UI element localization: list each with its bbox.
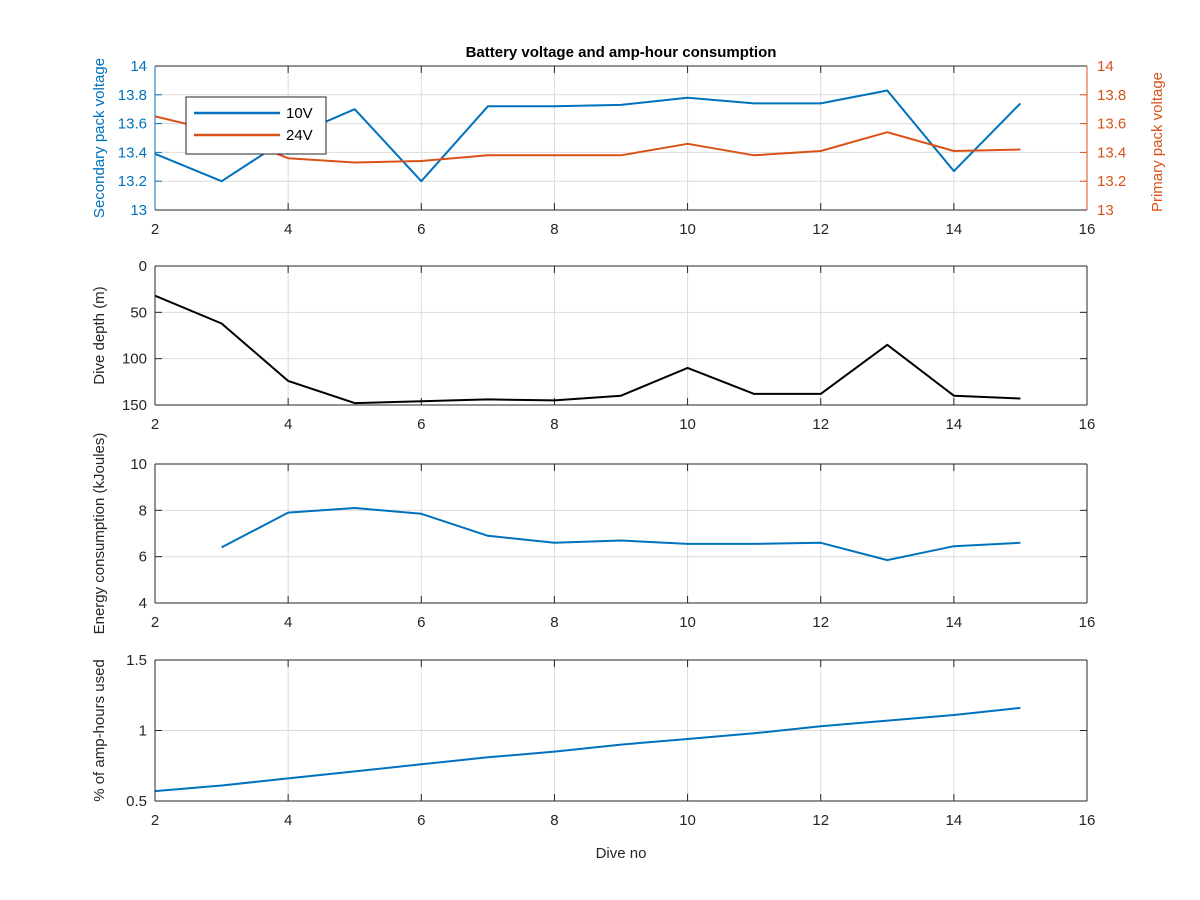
x-tick-label: 2 — [151, 221, 159, 238]
y-tick-label: 6 — [139, 549, 147, 566]
y-tick-label: 100 — [122, 351, 147, 368]
x-tick-label: 2 — [151, 416, 159, 433]
y-tick-label: 0.5 — [126, 793, 147, 810]
y-axis-label: % of amp-hours used — [91, 659, 108, 802]
y-tick-label: 13.2 — [118, 173, 147, 190]
x-tick-label: 16 — [1079, 221, 1096, 238]
x-tick-label: 10 — [679, 812, 696, 829]
x-tick-label: 6 — [417, 416, 425, 433]
y-right-tick-label: 13.4 — [1097, 144, 1126, 161]
x-tick-label: 6 — [417, 614, 425, 631]
x-tick-label: 6 — [417, 221, 425, 238]
x-tick-label: 12 — [812, 614, 829, 631]
y-tick-label: 1 — [139, 723, 147, 740]
y-tick-label: 1.5 — [126, 652, 147, 669]
x-tick-label: 16 — [1079, 812, 1096, 829]
x-tick-label: 12 — [812, 221, 829, 238]
figure-title: Battery voltage and amp-hour consumption — [466, 44, 777, 61]
y-right-axis-label: Primary pack voltage — [1149, 72, 1166, 212]
y-right-tick-label: 13.8 — [1097, 87, 1126, 104]
y-axis-label: Energy consumption (kJoules) — [91, 433, 108, 635]
y-axis-label: Dive depth (m) — [91, 286, 108, 384]
x-tick-label: 4 — [284, 812, 292, 829]
y-tick-label: 8 — [139, 502, 147, 519]
series-line-1 — [154, 706, 1021, 793]
y-tick-label: 13.4 — [118, 144, 147, 161]
y-tick-label: 13.6 — [118, 116, 147, 133]
y-tick-label: 13.8 — [118, 87, 147, 104]
x-tick-label: 16 — [1079, 614, 1096, 631]
x-tick-label: 2 — [151, 812, 159, 829]
series-line-1 — [154, 294, 1021, 405]
series-line-1 — [221, 507, 1021, 562]
x-tick-label: 8 — [550, 416, 558, 433]
y-axis-label: Secondary pack voltage — [91, 58, 108, 218]
x-tick-label: 8 — [550, 614, 558, 631]
x-tick-label: 14 — [946, 812, 963, 829]
x-tick-label: 6 — [417, 812, 425, 829]
y-tick-label: 13 — [130, 202, 147, 219]
x-tick-label: 14 — [946, 614, 963, 631]
y-right-tick-label: 14 — [1097, 58, 1114, 75]
x-tick-label: 2 — [151, 614, 159, 631]
subplot-4: 2 4 6 8 10 12 14 16 0.5 1 1.5 % of amp-hours used — [91, 652, 1095, 829]
x-axis-label: Dive no — [596, 845, 647, 862]
series-line-24v — [154, 115, 1021, 164]
subplots: 2 4 6 8 10 12 14 161313.213.413.613.814Secondar… — [91, 58, 1166, 829]
y-tick-label: 0 — [139, 258, 147, 275]
x-tick-label: 10 — [679, 221, 696, 238]
y-tick-label: 4 — [139, 595, 147, 612]
x-tick-label: 4 — [284, 614, 292, 631]
y-right-tick-label: 13 — [1097, 202, 1114, 219]
y-tick-label: 150 — [122, 397, 147, 414]
x-tick-label: 10 — [679, 614, 696, 631]
x-tick-label: 10 — [679, 416, 696, 433]
legend-label: 10V — [286, 105, 313, 122]
y-tick-label: 50 — [130, 304, 147, 321]
y-right-tick-label: 13.6 — [1097, 116, 1126, 133]
x-tick-label: 16 — [1079, 416, 1096, 433]
x-tick-label: 8 — [550, 221, 558, 238]
subplot-2: 2 4 6 8 10 12 14 16 0 50 100 150 Dive depth (m) — [91, 258, 1095, 433]
x-tick-label: 8 — [550, 812, 558, 829]
legend-box — [185, 96, 327, 155]
x-tick-label: 14 — [946, 221, 963, 238]
x-tick-label: 14 — [946, 416, 963, 433]
y-tick-label: 10 — [130, 456, 147, 473]
x-tick-label: 4 — [284, 221, 292, 238]
x-tick-label: 12 — [812, 812, 829, 829]
y-tick-label: 14 — [130, 58, 147, 75]
subplot-1: 2 4 6 8 10 12 14 161313.213.413.613.814Secondar… — [91, 58, 1166, 238]
y-right-tick-label: 13.2 — [1097, 173, 1126, 190]
x-tick-label: 4 — [284, 416, 292, 433]
x-tick-label: 12 — [812, 416, 829, 433]
legend-label: 24V — [286, 127, 313, 144]
